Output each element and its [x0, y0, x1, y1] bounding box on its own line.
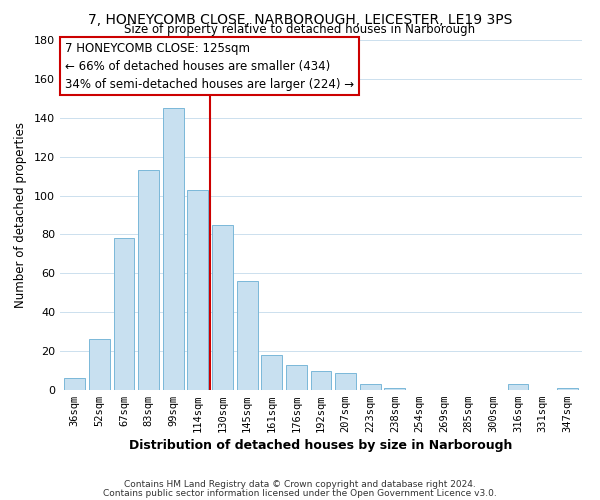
- Bar: [113, 238, 134, 390]
- Bar: [311, 370, 331, 390]
- Text: Contains public sector information licensed under the Open Government Licence v3: Contains public sector information licen…: [103, 488, 497, 498]
- X-axis label: Distribution of detached houses by size in Narborough: Distribution of detached houses by size …: [130, 440, 512, 452]
- Bar: [385, 388, 406, 390]
- Bar: [187, 190, 208, 390]
- Text: 7, HONEYCOMB CLOSE, NARBOROUGH, LEICESTER, LE19 3PS: 7, HONEYCOMB CLOSE, NARBOROUGH, LEICESTE…: [88, 12, 512, 26]
- Bar: [286, 364, 307, 390]
- Text: 7 HONEYCOMB CLOSE: 125sqm
← 66% of detached houses are smaller (434)
34% of semi: 7 HONEYCOMB CLOSE: 125sqm ← 66% of detac…: [65, 42, 355, 91]
- Bar: [508, 384, 529, 390]
- Y-axis label: Number of detached properties: Number of detached properties: [14, 122, 27, 308]
- Bar: [261, 355, 282, 390]
- Bar: [236, 281, 257, 390]
- Bar: [360, 384, 381, 390]
- Bar: [335, 372, 356, 390]
- Bar: [557, 388, 578, 390]
- Bar: [89, 340, 110, 390]
- Bar: [212, 224, 233, 390]
- Text: Size of property relative to detached houses in Narborough: Size of property relative to detached ho…: [124, 24, 476, 36]
- Bar: [64, 378, 85, 390]
- Bar: [163, 108, 184, 390]
- Text: Contains HM Land Registry data © Crown copyright and database right 2024.: Contains HM Land Registry data © Crown c…: [124, 480, 476, 489]
- Bar: [138, 170, 159, 390]
